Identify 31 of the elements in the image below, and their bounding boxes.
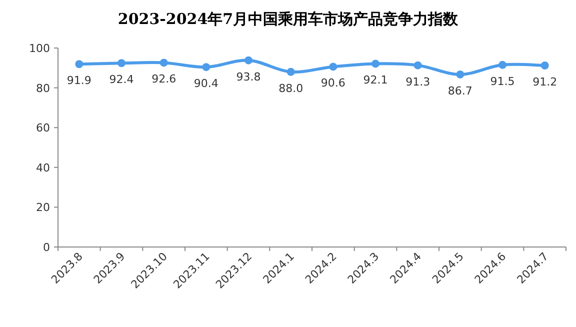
- y-tick-label: 60: [36, 122, 50, 135]
- point: [329, 62, 338, 71]
- data-label: 86.7: [448, 84, 472, 98]
- data-label: 90.4: [194, 77, 218, 90]
- chart-title: 2023-2024年7月中国乘用车市场产品竞争力指数: [118, 10, 460, 28]
- data-label: 93.8: [236, 70, 261, 84]
- y-tick-label: 40: [36, 161, 50, 174]
- data-label: 91.3: [406, 75, 430, 88]
- point: [540, 62, 549, 70]
- data-label: 92.4: [109, 73, 134, 86]
- point: [372, 60, 380, 68]
- point: [202, 63, 210, 72]
- data-label: 90.6: [320, 76, 346, 90]
- y-tick-label: 80: [36, 82, 50, 95]
- data-label: 91.2: [532, 76, 558, 89]
- point: [286, 68, 295, 76]
- data-label: 88.0: [278, 82, 304, 95]
- point: [118, 59, 126, 68]
- point: [160, 58, 168, 67]
- data-label: 91.9: [66, 74, 92, 88]
- data-label: 92.1: [363, 74, 388, 87]
- point: [414, 61, 422, 70]
- y-tick-label: 20: [36, 201, 50, 214]
- data-label: 92.6: [152, 72, 176, 86]
- y-tick-label: 0: [43, 241, 50, 254]
- point: [244, 56, 252, 64]
- point: [75, 60, 84, 68]
- y-tick-label: 100: [29, 42, 50, 55]
- point: [456, 70, 464, 78]
- point: [498, 60, 506, 69]
- data-label: 91.5: [490, 74, 515, 88]
